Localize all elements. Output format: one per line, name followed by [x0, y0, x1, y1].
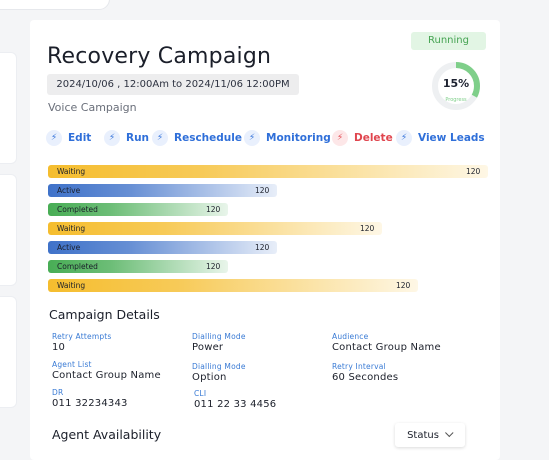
status-bar-fill — [48, 279, 418, 292]
status-bar-value: 120 — [206, 205, 221, 214]
status-bar-row: Waiting 120 — [48, 279, 418, 292]
lightning-icon: ⚡ — [152, 130, 168, 146]
view-leads-button-label: View Leads — [418, 132, 485, 144]
campaign-date-range: 2024/10/06 , 12:00Am to 2024/11/06 12:00… — [47, 74, 299, 95]
status-bar-row: Waiting 120 — [48, 222, 382, 235]
run-button[interactable]: ⚡ Run — [104, 129, 149, 147]
field-value: Option — [192, 372, 227, 383]
status-bar-fill — [48, 241, 277, 254]
delete-button-label: Delete — [354, 132, 393, 144]
field-label: Audience — [332, 332, 369, 341]
status-bar-label: Completed — [57, 262, 98, 271]
status-bar-label: Waiting — [57, 224, 86, 233]
progress-label: Progress — [445, 97, 467, 103]
campaign-type: Voice Campaign — [48, 101, 137, 114]
field-value: Contact Group Name — [52, 370, 161, 381]
status-bar-fill — [48, 222, 382, 235]
status-bar-fill — [48, 165, 488, 178]
reschedule-button[interactable]: ⚡ Reschedule — [152, 129, 242, 147]
field-value: Contact Group Name — [332, 342, 441, 353]
status-bar-value: 120 — [255, 243, 270, 252]
lightning-icon: ⚡ — [104, 130, 120, 146]
field-value: 011 22 33 4456 — [194, 399, 277, 410]
delete-button[interactable]: ⚡ Delete — [332, 129, 393, 147]
monitoring-button[interactable]: ⚡ Monitoring — [244, 129, 331, 147]
field-value: 60 Secondes — [332, 372, 399, 383]
field-label: Agent List — [52, 360, 92, 369]
status-filter-label: Status — [407, 429, 439, 441]
edit-button-label: Edit — [68, 132, 92, 144]
reschedule-button-label: Reschedule — [174, 132, 242, 144]
lightning-icon: ⚡ — [396, 130, 412, 146]
status-bar-row: Waiting 120 — [48, 165, 488, 178]
field-label: Retry Attempts — [52, 332, 112, 341]
background-search-pill — [0, 0, 110, 10]
edit-button[interactable]: ⚡ Edit — [46, 129, 91, 147]
status-bar-value: 120 — [255, 186, 270, 195]
progress-ring — [432, 62, 480, 110]
field-label: CLI — [194, 389, 207, 398]
status-filter-dropdown[interactable]: Status — [395, 423, 465, 447]
progress-ring-arc — [432, 62, 480, 110]
lightning-icon: ⚡ — [244, 130, 260, 146]
status-bar-label: Waiting — [57, 281, 86, 290]
side-card — [0, 52, 17, 164]
status-bar-value: 120 — [360, 224, 375, 233]
status-bar-value: 120 — [466, 167, 481, 176]
status-bar-fill — [48, 260, 228, 273]
status-bar-row: Active 120 — [48, 241, 277, 254]
campaign-title: Recovery Campaign — [47, 44, 272, 69]
side-card — [0, 296, 17, 408]
field-label: Dialling Mode — [192, 362, 246, 371]
field-value: 10 — [52, 342, 66, 353]
status-bar-label: Completed — [57, 205, 98, 214]
status-bar-label: Waiting — [57, 167, 86, 176]
side-card — [0, 174, 17, 286]
status-bar-label: Active — [57, 243, 81, 252]
lightning-icon: ⚡ — [46, 130, 62, 146]
agent-availability-title: Agent Availability — [52, 427, 162, 442]
field-label: Dialling Mode — [192, 332, 246, 341]
status-bar-label: Active — [57, 186, 81, 195]
monitoring-button-label: Monitoring — [266, 132, 331, 144]
status-bar-value: 120 — [396, 281, 411, 290]
field-value: Power — [192, 342, 224, 353]
lightning-icon: ⚡ — [332, 130, 348, 146]
status-bar-fill — [48, 184, 277, 197]
run-button-label: Run — [126, 132, 150, 144]
status-badge: Running — [411, 32, 486, 50]
field-label: DR — [52, 388, 64, 397]
status-bar-fill — [48, 203, 228, 216]
status-bar-value: 120 — [206, 262, 221, 271]
campaign-card: Recovery Campaign 2024/10/06 , 12:00Am t… — [30, 20, 500, 460]
field-label: Retry Interval — [332, 362, 386, 371]
campaign-details-title: Campaign Details — [49, 307, 160, 322]
chevron-down-icon — [444, 428, 454, 438]
view-leads-button[interactable]: ⚡ View Leads — [396, 129, 485, 147]
progress-value: 15% — [442, 77, 470, 90]
field-value: 011 32234343 — [52, 398, 128, 409]
status-bar-row: Completed 120 — [48, 260, 228, 273]
status-bar-row: Completed 120 — [48, 203, 228, 216]
status-bar-row: Active 120 — [48, 184, 277, 197]
